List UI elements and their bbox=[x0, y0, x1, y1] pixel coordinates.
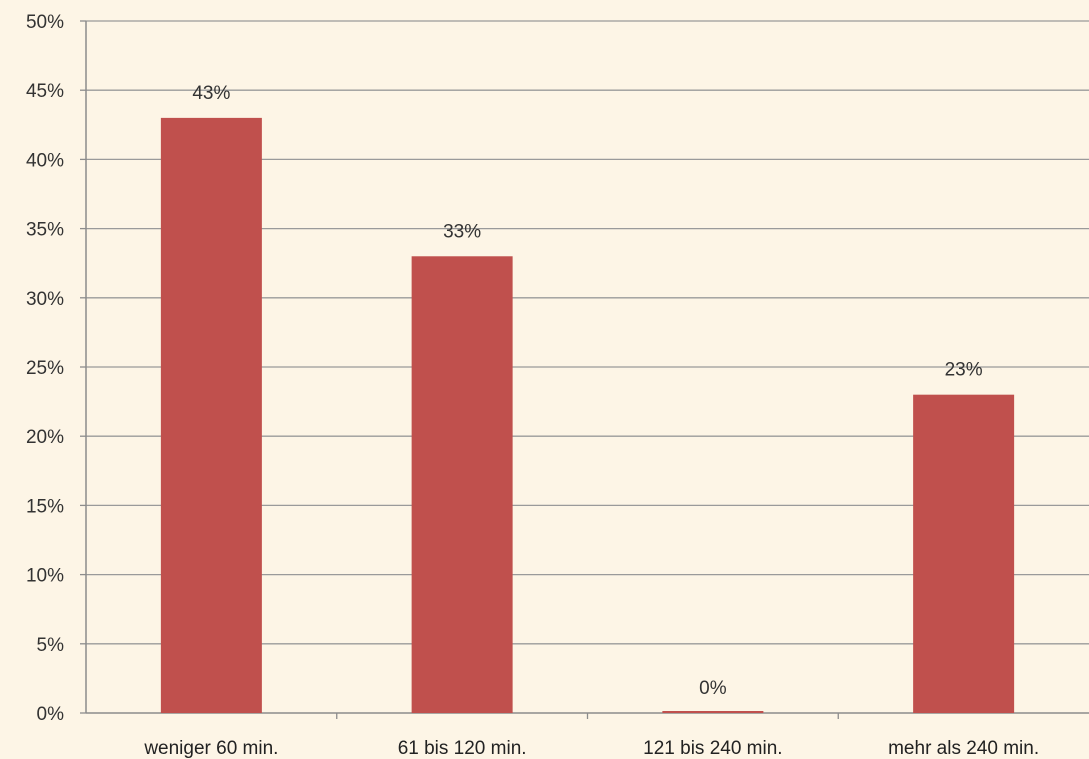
data-label: 0% bbox=[699, 678, 727, 699]
y-tick-label: 35% bbox=[26, 220, 64, 241]
data-label: 33% bbox=[443, 221, 481, 242]
y-tick-label: 50% bbox=[26, 12, 64, 33]
bar bbox=[160, 117, 262, 713]
y-tick-label: 20% bbox=[26, 427, 64, 448]
y-tick-label: 5% bbox=[37, 635, 65, 656]
x-category-label: 61 bis 120 min. bbox=[398, 738, 527, 759]
y-tick-label: 40% bbox=[26, 150, 64, 171]
y-tick-label: 30% bbox=[26, 289, 64, 310]
bars bbox=[160, 117, 1015, 713]
bar bbox=[662, 711, 764, 713]
data-label: 23% bbox=[945, 360, 983, 381]
y-tick-label: 0% bbox=[37, 704, 65, 725]
x-category-label: mehr als 240 min. bbox=[888, 738, 1039, 759]
y-tick-label: 10% bbox=[26, 566, 64, 587]
x-category-label: weniger 60 min. bbox=[143, 738, 278, 759]
bar bbox=[411, 256, 513, 713]
y-tick-label: 25% bbox=[26, 358, 64, 379]
bar bbox=[913, 394, 1015, 713]
y-tick-label: 45% bbox=[26, 81, 64, 102]
data-label: 43% bbox=[192, 83, 230, 104]
labels: 0% 5% 10% 15% 20% 25% 30% 35% 40% 45% 50% 43% wenige… bbox=[26, 12, 1039, 759]
x-category-label: 121 bis 240 min. bbox=[643, 738, 782, 759]
y-tick-label: 15% bbox=[26, 496, 64, 517]
